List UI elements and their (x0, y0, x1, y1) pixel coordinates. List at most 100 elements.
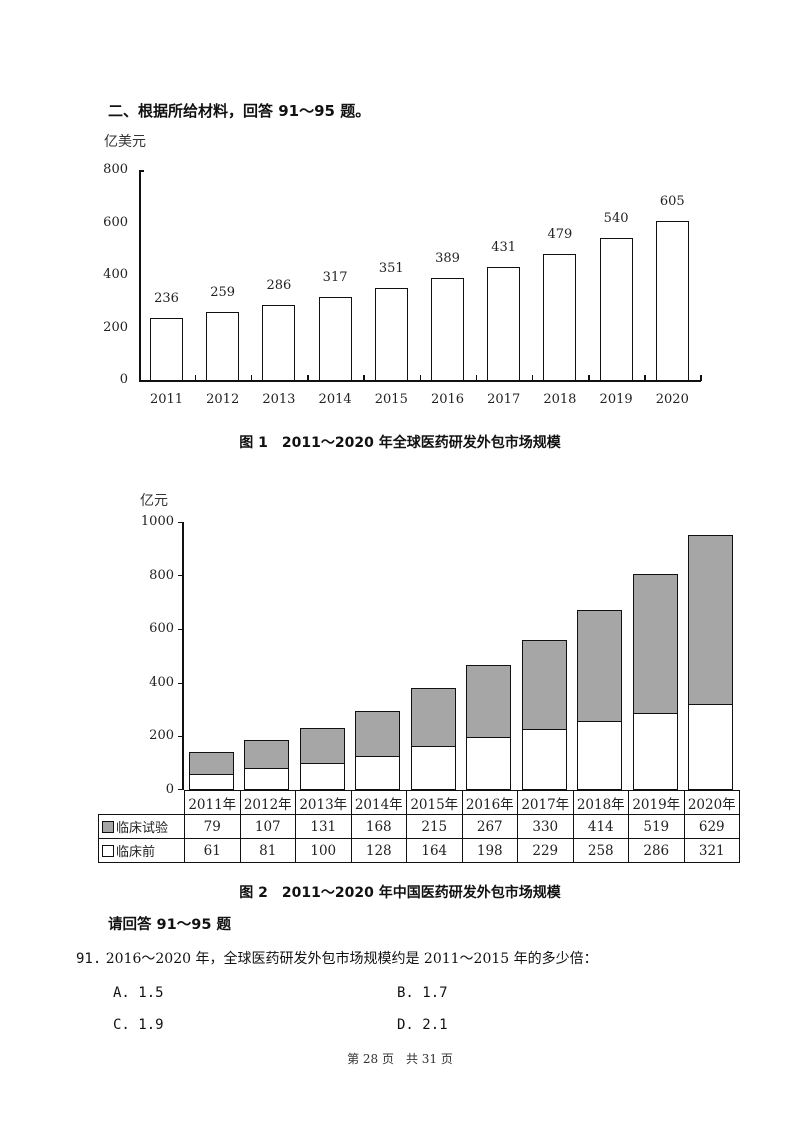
table-corner (98, 790, 185, 815)
x-tick-mark (475, 375, 478, 381)
option-value: 2.1 (422, 1017, 448, 1033)
y-tick: 200 (103, 320, 128, 335)
x-tick-label: 2013 (262, 392, 296, 407)
table-row-preclinical: 临床前 61 81 100 128 164 198 229 258 286 32… (98, 838, 740, 863)
y-tick-mark (178, 683, 183, 685)
y-tick: 600 (149, 621, 174, 636)
x-tick-label: 2020 (655, 392, 689, 407)
option-b[interactable]: B. 1.7 (397, 985, 448, 1001)
y-tick-mark (178, 736, 183, 738)
x-tick-label: 2014 (318, 392, 352, 407)
option-key: C. (113, 1017, 130, 1033)
year-cell: 2017年 (517, 790, 574, 815)
bar (487, 266, 521, 381)
bar-segment-clinical (577, 609, 622, 723)
bar-value-label: 286 (266, 277, 292, 293)
x-tick-label: 2012 (206, 392, 240, 407)
y-tick: 400 (149, 675, 174, 690)
y-tick-mark (139, 170, 144, 172)
value-cell: 79 (184, 814, 241, 839)
y-tick: 0 (165, 782, 174, 797)
prompt-heading: 请回答 91～95 题 (108, 917, 231, 933)
bar (374, 287, 408, 381)
x-tick-mark (700, 375, 702, 381)
legend-preclinical: 临床前 (98, 838, 185, 863)
x-tick-mark (194, 375, 197, 381)
page-footer: 第 28 页 共 31 页 (347, 1052, 453, 1066)
bar-segment-preclinical (244, 768, 289, 790)
bar (206, 312, 240, 381)
value-cell: 107 (239, 814, 296, 839)
bar-segment-clinical (410, 688, 456, 748)
question-text: 2016～2020 年，全球医药研发外包市场规模约是 2011～2015 年的多… (105, 951, 598, 967)
bar-segment-clinical (299, 728, 345, 765)
option-value: 1.5 (138, 985, 164, 1001)
x-tick-label: 2017 (487, 392, 521, 407)
value-cell: 164 (406, 838, 463, 863)
section-heading: 二、根据所给材料，回答 91～95 题。 (108, 102, 371, 120)
bar (150, 318, 183, 381)
year-cell: 2020年 (683, 790, 740, 815)
value-cell: 131 (295, 814, 352, 839)
option-a[interactable]: A. 1.5 (113, 985, 164, 1001)
value-cell: 198 (461, 838, 518, 863)
x-tick-label: 2016 (430, 392, 465, 407)
value-cell: 61 (184, 838, 241, 863)
option-value: 1.9 (138, 1017, 164, 1033)
x-tick-mark (644, 375, 646, 381)
y-tick: 200 (149, 728, 174, 743)
bar-segment-clinical (466, 665, 511, 739)
x-tick-mark (531, 375, 534, 381)
option-d[interactable]: D. 2.1 (397, 1017, 448, 1033)
year-cell: 2015年 (406, 790, 463, 815)
y-tick-mark (178, 522, 183, 524)
bar-value-label: 236 (154, 291, 179, 307)
year-cell: 2018年 (572, 790, 629, 815)
question-number: 91. (76, 951, 102, 967)
bar-segment-preclinical (466, 736, 511, 790)
value-cell: 267 (461, 814, 518, 839)
table-header-row: 2011年 2012年 2013年 2014年 2015年 2016年 2017… (98, 790, 740, 815)
y-axis (182, 522, 184, 790)
bar-segment-preclinical (410, 746, 456, 790)
bar-value-label: 389 (435, 250, 460, 266)
x-tick-label: 2015 (374, 392, 408, 407)
value-cell: 81 (239, 838, 296, 863)
option-value: 1.7 (422, 985, 448, 1001)
year-cell: 2013年 (295, 790, 352, 815)
y-tick: 400 (103, 267, 128, 282)
legend-label: 临床试验 (116, 821, 169, 836)
bar (543, 254, 577, 381)
bar-value-label: 605 (659, 194, 685, 210)
year-cell: 2014年 (350, 790, 407, 815)
value-cell: 414 (572, 814, 629, 839)
option-key: B. (397, 985, 414, 1001)
x-tick-mark (588, 375, 590, 381)
figure-2-caption: 图 2 2011～2020 年中国医药研发外包市场规模 (239, 885, 561, 901)
year-cell: 2012年 (239, 790, 296, 815)
bar-value-label: 479 (547, 227, 573, 243)
chart1-y-unit: 亿美元 (104, 134, 146, 150)
value-cell: 100 (295, 838, 352, 863)
option-c[interactable]: C. 1.9 (113, 1017, 164, 1033)
x-tick-label: 2018 (543, 392, 577, 407)
value-cell: 519 (628, 814, 685, 839)
value-cell: 258 (572, 838, 629, 863)
x-tick-mark (419, 375, 421, 381)
value-cell: 330 (517, 814, 574, 839)
white-swatch-icon (102, 845, 114, 857)
bar-segment-clinical (244, 739, 289, 770)
bar (655, 221, 689, 381)
x-tick-label: 2019 (599, 392, 633, 407)
x-tick-mark (307, 375, 309, 381)
x-tick-mark (363, 375, 365, 381)
value-cell: 215 (406, 814, 463, 839)
gray-swatch-icon (102, 821, 114, 833)
bar-segment-preclinical (521, 728, 567, 790)
table-row-clinical: 临床试验 79 107 131 168 215 267 330 414 519 … (98, 814, 740, 839)
year-cell: 2011年 (184, 790, 241, 815)
bar (318, 296, 352, 381)
value-cell: 128 (350, 838, 407, 863)
bar-segment-clinical (688, 535, 733, 706)
bar-value-label: 431 (491, 239, 517, 255)
